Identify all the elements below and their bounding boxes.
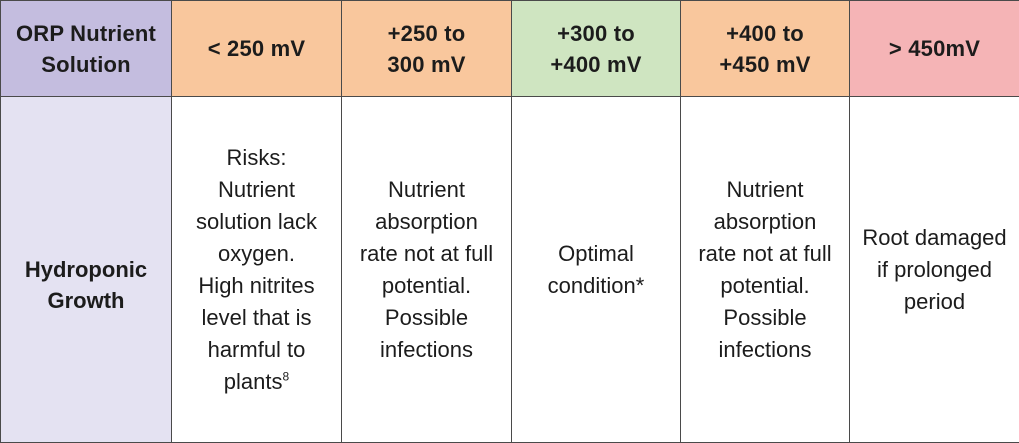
header-range-3: +300 to +400 mV <box>511 0 681 97</box>
header-row: ORP Nutrient Solution < 250 mV +250 to 3… <box>0 0 1019 97</box>
header-label: ORP Nutrient Solution <box>15 20 157 77</box>
cell-range-5-text: Root damaged if prolonged period <box>862 224 1007 314</box>
header-range-1: < 250 mV <box>171 0 342 97</box>
footnote-ref: 8 <box>282 369 290 384</box>
header-range-2: +250 to 300 mV <box>341 0 512 97</box>
cell-range-1: Risks: Nutrient solution lack oxygen. Hi… <box>171 96 342 443</box>
range-1-label: < 250 mV <box>207 36 306 61</box>
row-label-cell: Hydroponic Growth <box>0 96 172 443</box>
cell-range-2-text: Nutrient absorption rate not at full pot… <box>359 176 494 362</box>
header-range-5: > 450mV <box>849 0 1019 97</box>
cell-range-1-text: Risks: Nutrient solution lack oxygen. Hi… <box>195 144 318 394</box>
range-5-label: > 450mV <box>888 36 981 61</box>
cell-range-3: Optimal condition* <box>511 96 681 443</box>
cell-range-2: Nutrient absorption rate not at full pot… <box>341 96 512 443</box>
cell-range-4: Nutrient absorption rate not at full pot… <box>680 96 850 443</box>
header-label-cell: ORP Nutrient Solution <box>0 0 172 97</box>
row-label: Hydroponic Growth <box>24 257 148 313</box>
cell-range-3-text: Optimal condition* <box>547 240 645 298</box>
range-3-label: +300 to +400 mV <box>550 20 642 77</box>
range-2-label: +250 to 300 mV <box>387 20 466 77</box>
cell-range-5: Root damaged if prolonged period <box>849 96 1019 443</box>
header-range-4: +400 to +450 mV <box>680 0 850 97</box>
range-4-label: +400 to +450 mV <box>719 20 811 77</box>
hydroponic-growth-row: Hydroponic Growth Risks: Nutrient soluti… <box>0 96 1019 443</box>
cell-range-4-text: Nutrient absorption rate not at full pot… <box>698 176 832 362</box>
